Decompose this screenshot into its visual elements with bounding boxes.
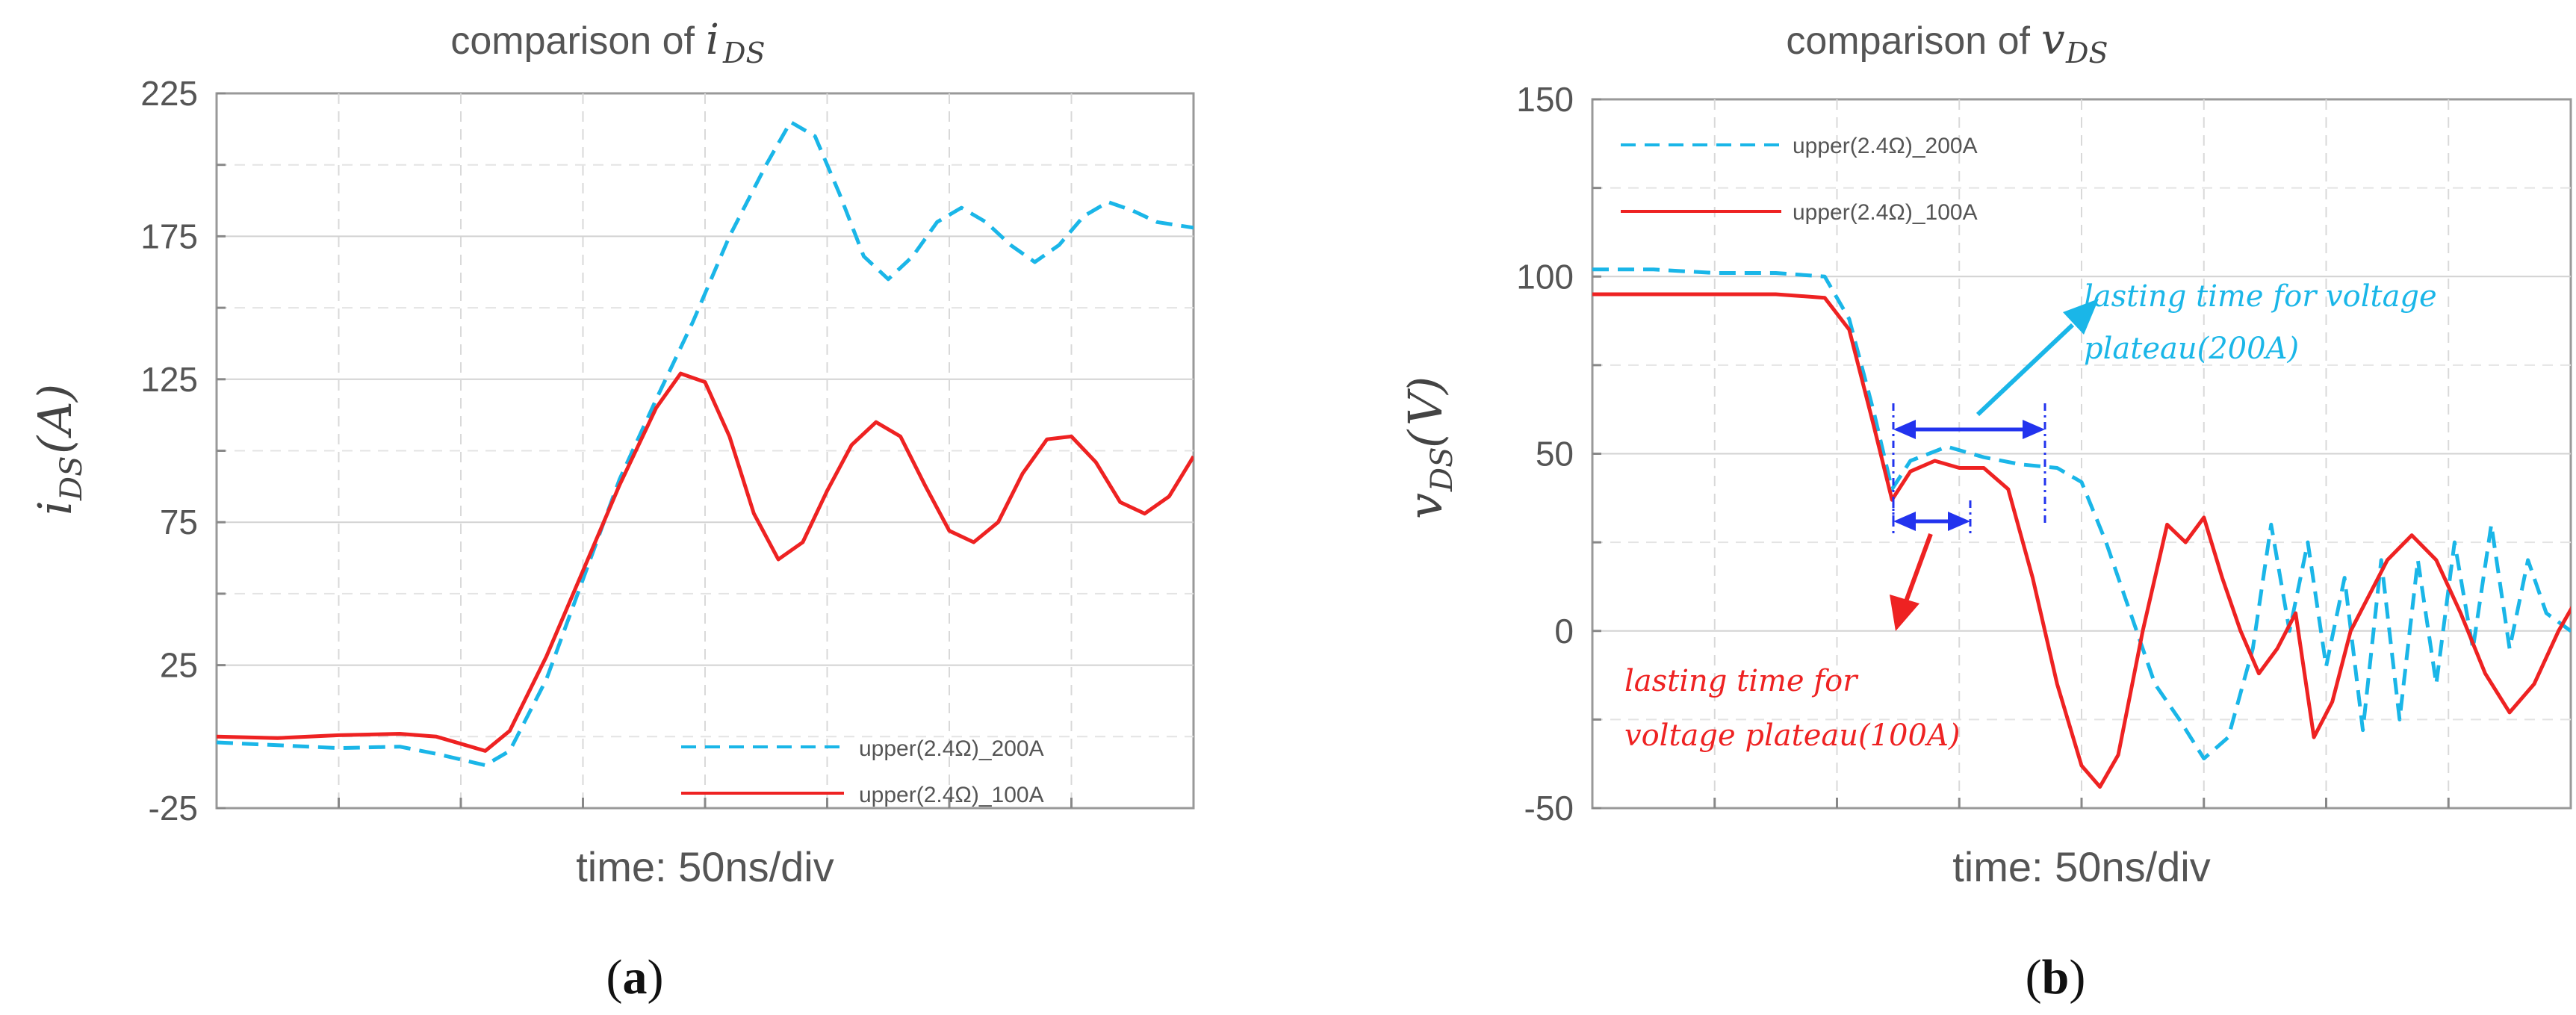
chart-b-series bbox=[1592, 267, 2571, 789]
chart-a-ylabel-paren-open: ( bbox=[28, 435, 82, 454]
chart-b-annotation-arrows bbox=[1890, 299, 2099, 631]
chart-b-y-ticks: -50 0 50 100 150 bbox=[1516, 80, 1574, 828]
chart-b-ylabel-paren-close: ) bbox=[1398, 376, 1453, 396]
chart-a-y-tick-label: 25 bbox=[160, 646, 198, 685]
chart-b-ylabel-symbol: v bbox=[1398, 493, 1453, 519]
chart-b-legend: upper(2.4Ω)_200A upper(2.4Ω)_100A bbox=[1621, 134, 1978, 225]
chart-a-y-ticks: -25 25 75 125 175 225 bbox=[140, 74, 198, 828]
plateau-100a-right-arrowhead bbox=[1948, 512, 1970, 531]
panel-b-open-paren: ( bbox=[2026, 950, 2042, 1005]
chart-a-title-subscript: DS bbox=[722, 37, 766, 69]
plateau-100a-left-arrowhead bbox=[1893, 512, 1916, 531]
chart-a-y-tick-label: 175 bbox=[140, 217, 198, 255]
chart-a-series-line-100a bbox=[217, 371, 1194, 753]
chart-b-grid bbox=[1592, 98, 2571, 810]
panel-label-a: (a) bbox=[606, 950, 664, 1005]
chart-b-xlabel: time: 50ns/div bbox=[1952, 843, 2211, 890]
annotation-100a-arrow-head bbox=[1890, 595, 1919, 631]
chart-b-series-line-100a bbox=[1592, 292, 2571, 789]
chart-b-legend-label-100a: upper(2.4Ω)_100A bbox=[1793, 200, 1978, 225]
plateau-200a-right-arrowhead bbox=[2023, 420, 2045, 439]
annotation-100a-line-2: voltage plateau(100A) bbox=[1624, 718, 1960, 753]
chart-a-y-tick-label: 125 bbox=[140, 360, 198, 399]
annotation-200a-arrow-head bbox=[2063, 299, 2099, 335]
plateau-200a-left-arrowhead bbox=[1893, 420, 1916, 439]
chart-a-ylabel-symbol: i bbox=[28, 500, 82, 515]
chart-a-legend-label-200a: upper(2.4Ω)_200A bbox=[859, 736, 1044, 761]
annotation-100a-line-1: lasting time for bbox=[1624, 664, 1859, 698]
chart-b-y-tick-label: 100 bbox=[1516, 257, 1574, 296]
chart-a-title: comparison of bbox=[450, 19, 695, 63]
chart-b-ylabel-paren-open: ( bbox=[1398, 429, 1453, 448]
chart-b-ylabel-subscript: DS bbox=[1425, 447, 1459, 492]
panel-a-letter: a bbox=[623, 950, 648, 1005]
chart-a-legend-label-100a: upper(2.4Ω)_100A bbox=[859, 783, 1044, 807]
chart-a-series-line-200a bbox=[217, 119, 1194, 768]
chart-a-series bbox=[217, 119, 1194, 768]
chart-b-title: comparison of bbox=[1786, 19, 2030, 63]
panel-label-b: (b) bbox=[2026, 950, 2086, 1005]
chart-b-y-tick-label: 150 bbox=[1516, 80, 1574, 119]
annotation-200a-line-1: lasting time for voltage bbox=[2084, 279, 2437, 314]
chart-a-ylabel-unit: A bbox=[28, 401, 82, 438]
chart-b-y-tick-label: -50 bbox=[1524, 789, 1574, 828]
chart-b-y-tick-label: 0 bbox=[1554, 612, 1574, 651]
panel-a-close-paren: ) bbox=[648, 950, 664, 1005]
panel-a-open-paren: ( bbox=[606, 950, 623, 1005]
chart-a-y-tick-label: -25 bbox=[149, 789, 198, 828]
chart-a-xlabel: time: 50ns/div bbox=[576, 843, 834, 890]
chart-b-title-subscript: DS bbox=[2065, 37, 2108, 69]
chart-b: comparison of v DS -50 0 50 100 150 v DS ( V… bbox=[1398, 16, 2572, 1005]
chart-b-legend-label-200a: upper(2.4Ω)_200A bbox=[1793, 134, 1978, 158]
chart-a: comparison of i DS -25 25 75 125 175 225 i DS… bbox=[28, 16, 1195, 1005]
chart-a-ylabel-subscript: DS bbox=[55, 456, 89, 501]
chart-b-title-symbol: v bbox=[2041, 16, 2065, 64]
panel-b-letter: b bbox=[2042, 950, 2070, 1005]
chart-b-series-line-200a bbox=[1592, 267, 2571, 761]
chart-a-y-tick-label: 75 bbox=[160, 503, 198, 541]
chart-b-ylabel-unit: V bbox=[1398, 388, 1453, 426]
chart-a-legend: upper(2.4Ω)_200A upper(2.4Ω)_100A bbox=[681, 736, 1044, 807]
chart-a-y-tick-label: 225 bbox=[140, 74, 198, 113]
annotation-200a-line-2: plateau(200A) bbox=[2084, 332, 2299, 366]
chart-b-y-tick-label: 50 bbox=[1536, 435, 1574, 474]
annotation-100a-arrow-shaft bbox=[1904, 533, 1933, 603]
annotation-200a-arrow-shaft bbox=[1976, 323, 2075, 417]
chart-b-plateau-markers bbox=[1892, 403, 2046, 538]
chart-a-ylabel-paren-close: ) bbox=[28, 384, 82, 403]
chart-a-grid bbox=[217, 92, 1194, 810]
panel-b-close-paren: ) bbox=[2069, 950, 2085, 1005]
chart-a-title-symbol: i bbox=[706, 16, 719, 64]
